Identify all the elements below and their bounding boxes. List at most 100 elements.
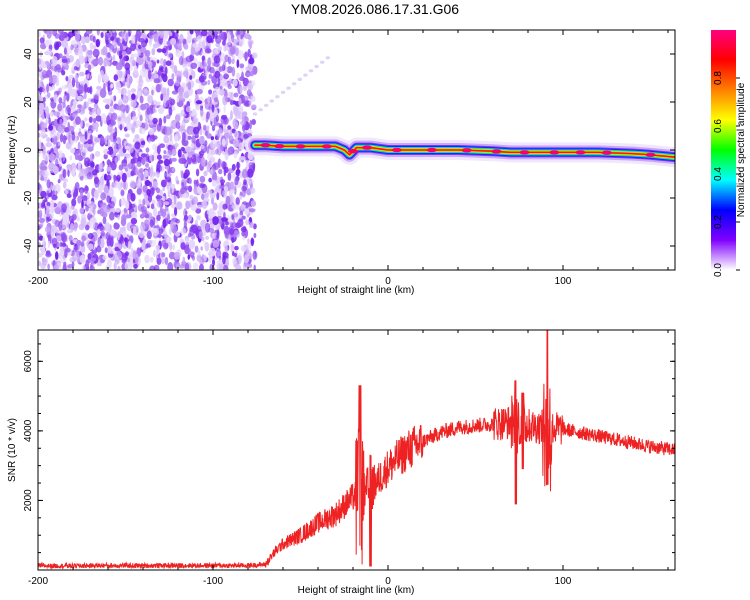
noise-speckle [91, 126, 96, 132]
noise-speckle [171, 73, 175, 81]
noise-speckle [38, 170, 46, 177]
noise-speckle [230, 110, 233, 120]
noise-speckle [217, 77, 221, 87]
noise-speckle [177, 149, 182, 158]
noise-speckle [110, 228, 116, 236]
noise-speckle [76, 239, 82, 246]
noise-speckle [109, 107, 115, 113]
noise-speckle [69, 147, 76, 154]
noise-speckle [59, 241, 63, 248]
noise-speckle [81, 199, 84, 210]
noise-speckle [191, 135, 196, 145]
noise-speckle [137, 44, 142, 50]
noise-speckle [243, 262, 249, 268]
noise-speckle [66, 193, 72, 198]
noise-speckle [240, 120, 246, 126]
noise-speckle [190, 62, 198, 69]
noise-speckle [220, 114, 227, 120]
noise-speckle [110, 30, 113, 35]
noise-speckle [141, 157, 146, 166]
colorbar-axis: 0.0 0.2 0.4 0.6 0.8 [713, 71, 740, 277]
noise-speckle [175, 49, 181, 58]
noise-speckle [77, 141, 81, 151]
noise-speckle [163, 135, 169, 144]
noise-speckle [113, 95, 117, 102]
noise-speckle [162, 230, 167, 238]
ridge-peak [348, 149, 358, 154]
noise-speckle [175, 232, 181, 237]
noise-speckle [149, 30, 155, 36]
noise-speckle [120, 189, 125, 196]
noise-speckle [106, 150, 114, 155]
snr-x-tick-label: -100 [203, 576, 223, 587]
noise-speckle [174, 70, 182, 78]
noise-speckle [100, 135, 105, 145]
faint-streak [308, 69, 314, 73]
noise-speckle [147, 240, 153, 245]
noise-speckle [109, 44, 114, 50]
noise-speckle [196, 215, 201, 221]
noise-speckle [122, 94, 129, 104]
noise-speckle [137, 50, 142, 56]
faint-streak [252, 112, 258, 116]
colorbar-tick-label: 0.8 [713, 71, 724, 85]
noise-speckle [121, 172, 127, 183]
noise-speckle [110, 83, 114, 89]
noise-speckle [156, 123, 161, 132]
noise-speckle [164, 257, 169, 265]
noise-speckle [233, 150, 238, 159]
noise-speckle [118, 70, 123, 78]
noise-speckle [214, 70, 221, 79]
noise-speckle [180, 187, 185, 195]
noise-speckle [61, 85, 67, 90]
noise-speckle [168, 251, 176, 260]
snr-y-label: SNR (10 * v/v) [7, 418, 18, 482]
noise-speckle [59, 247, 63, 253]
noise-speckle [199, 264, 204, 270]
noise-speckle [191, 146, 195, 155]
noise-speckle [244, 208, 250, 216]
noise-speckle [233, 92, 239, 98]
noise-speckle [38, 139, 42, 150]
noise-speckle [132, 116, 138, 121]
noise-speckle [198, 231, 203, 239]
noise-speckle [80, 36, 87, 45]
noise-speckle [45, 250, 51, 255]
noise-speckle [242, 77, 249, 87]
noise-speckle [100, 192, 107, 201]
noise-speckle [169, 32, 173, 37]
noise-speckle [139, 95, 144, 104]
noise-speckle [129, 62, 133, 72]
noise-speckle [55, 41, 62, 48]
ridge-peak [391, 147, 402, 153]
noise-speckle [163, 201, 170, 206]
noise-speckle [198, 182, 205, 189]
noise-speckle [117, 181, 123, 191]
noise-speckle [105, 98, 112, 105]
noise-speckle [104, 104, 110, 110]
noise-speckle [197, 188, 203, 195]
noise-speckle [46, 92, 51, 98]
noise-speckle [124, 251, 129, 257]
noise-speckle [130, 211, 138, 221]
noise-speckle [63, 63, 68, 68]
noise-speckle [112, 30, 116, 33]
noise-speckle [144, 213, 150, 219]
noise-speckle [248, 161, 254, 169]
noise-speckle [127, 75, 132, 85]
noise-speckle [175, 121, 181, 129]
noise-speckle [239, 195, 243, 200]
noise-speckle [241, 168, 248, 179]
noise-speckle [221, 160, 226, 170]
noise-speckle [93, 104, 100, 114]
noise-speckle [42, 85, 46, 94]
noise-speckle [164, 205, 169, 212]
noise-speckle [71, 198, 77, 207]
noise-speckle [248, 208, 256, 213]
noise-speckle [227, 56, 232, 65]
noise-speckle [149, 256, 154, 263]
noise-speckle [179, 158, 185, 165]
noise-speckle [79, 254, 86, 264]
noise-speckle [190, 204, 197, 212]
